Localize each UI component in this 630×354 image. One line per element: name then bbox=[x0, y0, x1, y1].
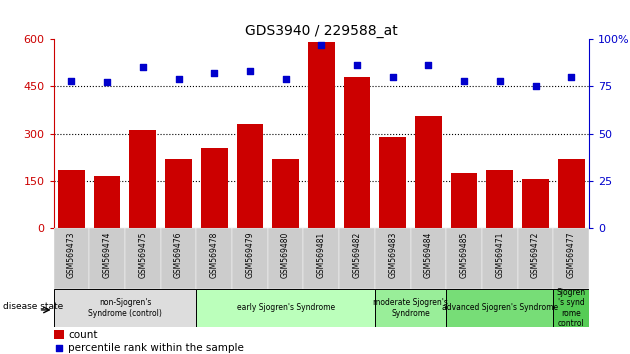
Text: GSM569478: GSM569478 bbox=[210, 232, 219, 278]
Bar bbox=[308, 42, 335, 228]
Bar bbox=[54, 289, 197, 327]
Bar bbox=[553, 228, 589, 289]
Bar bbox=[304, 228, 339, 289]
Text: GSM569477: GSM569477 bbox=[567, 232, 576, 278]
Text: GSM569475: GSM569475 bbox=[139, 232, 147, 278]
Text: GSM569481: GSM569481 bbox=[317, 232, 326, 278]
Point bbox=[280, 76, 290, 81]
Text: count: count bbox=[68, 330, 98, 340]
Bar bbox=[553, 289, 589, 327]
Bar bbox=[375, 228, 411, 289]
Bar bbox=[54, 330, 64, 339]
Bar bbox=[446, 228, 482, 289]
Text: GSM569473: GSM569473 bbox=[67, 232, 76, 278]
Bar bbox=[129, 131, 156, 228]
Point bbox=[66, 78, 76, 84]
Bar bbox=[558, 159, 585, 228]
Bar bbox=[197, 289, 375, 327]
Point bbox=[316, 42, 326, 47]
Point bbox=[138, 64, 148, 70]
Point bbox=[245, 68, 255, 74]
Text: GSM569472: GSM569472 bbox=[531, 232, 540, 278]
Bar bbox=[236, 124, 263, 228]
Point bbox=[459, 78, 469, 84]
Point bbox=[54, 346, 64, 351]
Bar bbox=[446, 289, 553, 327]
Bar bbox=[343, 77, 370, 228]
Point bbox=[423, 63, 433, 68]
Bar bbox=[375, 289, 446, 327]
Text: GSM569485: GSM569485 bbox=[460, 232, 469, 278]
Text: GSM569483: GSM569483 bbox=[388, 232, 397, 278]
Bar bbox=[450, 173, 478, 228]
Bar bbox=[232, 228, 268, 289]
Bar bbox=[125, 228, 161, 289]
Bar bbox=[411, 228, 446, 289]
Bar bbox=[268, 228, 304, 289]
Text: GSM569482: GSM569482 bbox=[353, 232, 362, 278]
Bar bbox=[89, 228, 125, 289]
Text: percentile rank within the sample: percentile rank within the sample bbox=[68, 343, 244, 353]
Text: non-Sjogren's
Syndrome (control): non-Sjogren's Syndrome (control) bbox=[88, 298, 162, 318]
Text: moderate Sjogren's
Syndrome: moderate Sjogren's Syndrome bbox=[373, 298, 448, 318]
Bar bbox=[518, 228, 553, 289]
Point bbox=[173, 76, 183, 81]
Text: Sjogren
's synd
rome
control: Sjogren 's synd rome control bbox=[557, 288, 586, 328]
Point bbox=[209, 70, 219, 76]
Bar bbox=[482, 228, 518, 289]
Text: GSM569480: GSM569480 bbox=[281, 232, 290, 278]
Point bbox=[387, 74, 398, 80]
Text: GSM569471: GSM569471 bbox=[495, 232, 504, 278]
Bar bbox=[58, 170, 85, 228]
Bar bbox=[522, 179, 549, 228]
Point bbox=[566, 74, 576, 80]
Point bbox=[530, 84, 541, 89]
Bar bbox=[54, 228, 89, 289]
Bar bbox=[161, 228, 197, 289]
Bar bbox=[415, 116, 442, 228]
Bar bbox=[486, 170, 513, 228]
Bar bbox=[201, 148, 227, 228]
Bar bbox=[379, 137, 406, 228]
Bar bbox=[165, 159, 192, 228]
Bar bbox=[272, 159, 299, 228]
Text: advanced Sjogren's Syndrome: advanced Sjogren's Syndrome bbox=[442, 303, 558, 313]
Bar bbox=[339, 228, 375, 289]
Point bbox=[495, 78, 505, 84]
Text: disease state: disease state bbox=[3, 302, 63, 310]
Title: GDS3940 / 229588_at: GDS3940 / 229588_at bbox=[245, 24, 398, 38]
Text: GSM569474: GSM569474 bbox=[103, 232, 112, 278]
Bar bbox=[94, 176, 120, 228]
Bar bbox=[197, 228, 232, 289]
Text: early Sjogren's Syndrome: early Sjogren's Syndrome bbox=[236, 303, 335, 313]
Text: GSM569484: GSM569484 bbox=[424, 232, 433, 278]
Text: GSM569476: GSM569476 bbox=[174, 232, 183, 278]
Point bbox=[102, 80, 112, 85]
Text: GSM569479: GSM569479 bbox=[246, 232, 255, 278]
Point bbox=[352, 63, 362, 68]
